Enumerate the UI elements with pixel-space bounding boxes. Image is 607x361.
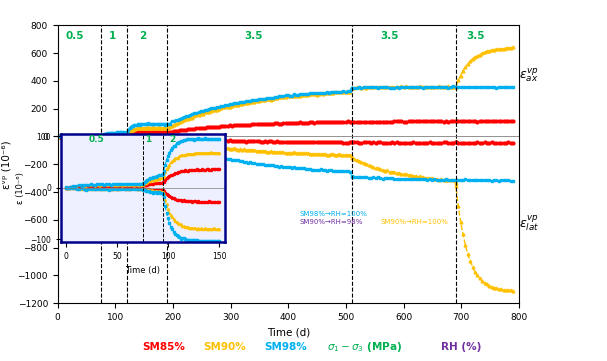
Text: 1: 1	[144, 135, 151, 144]
Text: SM90%→RH=100%: SM90%→RH=100%	[381, 219, 449, 225]
Text: 3.5: 3.5	[467, 31, 485, 41]
X-axis label: Time (d): Time (d)	[125, 266, 160, 275]
Text: RH (%): RH (%)	[441, 342, 481, 352]
Text: 3.5: 3.5	[245, 31, 263, 41]
Text: 0.5: 0.5	[89, 135, 104, 144]
Y-axis label: ε (10⁻⁶): ε (10⁻⁶)	[16, 172, 24, 204]
Text: SM90%→RH=98%: SM90%→RH=98%	[300, 219, 363, 225]
Text: 1: 1	[109, 31, 116, 41]
Text: SM90%: SM90%	[203, 342, 246, 352]
Text: SM85%: SM85%	[143, 342, 185, 352]
Text: 3.5: 3.5	[380, 31, 398, 41]
Text: SM98%→RH=100%: SM98%→RH=100%	[300, 211, 368, 217]
Text: SM98%: SM98%	[264, 342, 307, 352]
X-axis label: Time (d): Time (d)	[266, 327, 310, 338]
Text: $\varepsilon_{lat}^{vp}$: $\varepsilon_{lat}^{vp}$	[519, 213, 539, 232]
Y-axis label: εᵛᵖ (10⁻⁶): εᵛᵖ (10⁻⁶)	[2, 140, 12, 188]
Text: 2: 2	[169, 135, 175, 144]
Text: $\sigma_1-\sigma_3$ (MPa): $\sigma_1-\sigma_3$ (MPa)	[327, 340, 402, 353]
Text: 0.5: 0.5	[66, 31, 84, 41]
Text: 2: 2	[140, 31, 147, 41]
Text: $\varepsilon_{ax}^{vp}$: $\varepsilon_{ax}^{vp}$	[519, 66, 538, 84]
